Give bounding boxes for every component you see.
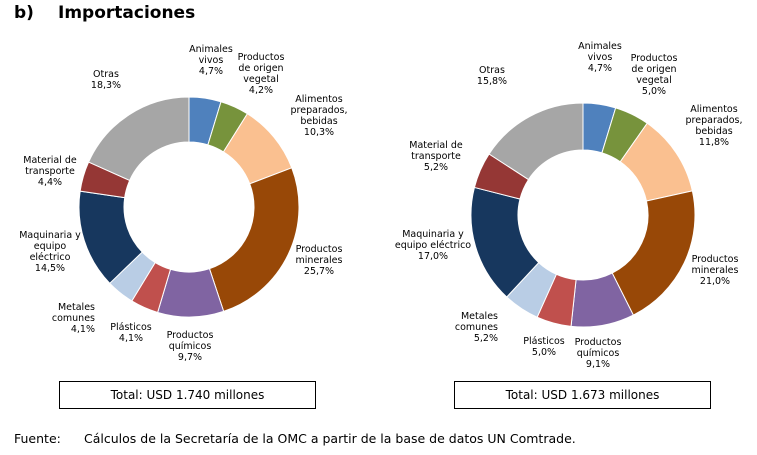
- label-line: Productos: [296, 244, 343, 255]
- label-line: vivos: [199, 55, 224, 66]
- label-productos-quimicos: Productos químicos 9,7%: [167, 330, 214, 363]
- label-otras: Otras 18,3%: [91, 69, 121, 91]
- label-animales-vivos: Animales vivos 4,7%: [578, 41, 622, 74]
- label-line: Productos: [692, 254, 739, 265]
- label-value: 4,1%: [119, 333, 143, 344]
- label-line: Productos: [575, 337, 622, 348]
- label-line: Animales: [189, 44, 233, 55]
- label-line: Alimentos: [295, 94, 342, 105]
- label-line: Productos: [167, 330, 214, 341]
- label-line: bebidas: [300, 116, 337, 127]
- label-value: 5,0%: [642, 86, 666, 97]
- label-line: Animales: [578, 41, 622, 52]
- label-line: Plásticos: [110, 322, 152, 333]
- label-alimentos-bebidas: Alimentos preparados, bebidas 10,3%: [291, 94, 348, 138]
- label-line: minerales: [296, 255, 343, 266]
- section-title: Importaciones: [58, 3, 196, 23]
- label-value: 4,7%: [199, 66, 223, 77]
- label-value: 10,3%: [304, 127, 334, 138]
- label-line: Material de: [409, 140, 463, 151]
- label-line: equipo eléctrico: [395, 240, 471, 251]
- label-line: Productos: [631, 53, 678, 64]
- label-line: transporte: [25, 166, 75, 177]
- label-line: Maquinaria y: [402, 229, 464, 240]
- label-alimentos-bebidas: Alimentos preparados, bebidas 11,8%: [686, 104, 743, 148]
- label-line: Plásticos: [523, 336, 565, 347]
- label-metales-comunes: Metales comunes 4,1%: [52, 302, 95, 335]
- label-material-transporte: Material de transporte 5,2%: [409, 140, 463, 173]
- label-line: bebidas: [695, 126, 732, 137]
- label-value: 18,3%: [91, 80, 121, 91]
- label-productos-vegetal: Productos de origen vegetal 4,2%: [238, 52, 285, 96]
- label-line: transporte: [411, 151, 461, 162]
- label-value: 4,4%: [38, 177, 62, 188]
- section-letter: b): [14, 3, 34, 23]
- label-value: 14,5%: [35, 263, 65, 274]
- label-value: 5,0%: [532, 347, 556, 358]
- label-line: Productos: [238, 52, 285, 63]
- label-line: Material de: [23, 155, 77, 166]
- source-label: Fuente:: [14, 431, 61, 446]
- label-line: químicos: [169, 341, 212, 352]
- label-animales-vivos: Animales vivos 4,7%: [189, 44, 233, 77]
- label-line: minerales: [692, 265, 739, 276]
- label-productos-minerales: Productos minerales 25,7%: [296, 244, 343, 277]
- label-value: 4,2%: [249, 85, 273, 96]
- label-line: comunes: [455, 322, 498, 333]
- label-line: equipo: [34, 241, 67, 252]
- slice-otras: [488, 102, 584, 181]
- label-line: de origen: [238, 63, 283, 74]
- label-maquinaria-equipo: Maquinaria y equipo eléctrico 14,5%: [19, 230, 81, 274]
- label-plasticos: Plásticos 5,0%: [523, 336, 565, 358]
- slice-otras: [87, 96, 190, 182]
- label-value: 9,7%: [178, 352, 202, 363]
- label-line: vegetal: [243, 74, 279, 85]
- label-value: 11,8%: [699, 137, 729, 148]
- label-line: químicos: [577, 348, 620, 359]
- label-line: Otras: [93, 69, 119, 80]
- source-note: Fuente: Cálculos de la Secretaría de la O…: [14, 431, 576, 446]
- label-line: Alimentos: [690, 104, 737, 115]
- slice-productos-minerales: [611, 190, 696, 316]
- label-value: 5,2%: [424, 162, 448, 173]
- label-value: 5,2%: [474, 333, 498, 344]
- label-value: 4,1%: [71, 324, 95, 335]
- label-line: vegetal: [636, 75, 672, 86]
- label-maquinaria-equipo: Maquinaria y equipo eléctrico 17,0%: [395, 229, 471, 262]
- slice-productos-minerales: [208, 167, 300, 313]
- label-otras: Otras 15,8%: [477, 65, 507, 87]
- label-productos-quimicos: Productos químicos 9,1%: [575, 337, 622, 370]
- label-line: Metales: [58, 302, 95, 313]
- label-line: vivos: [588, 52, 613, 63]
- label-value: 25,7%: [304, 266, 334, 277]
- label-line: Maquinaria y: [19, 230, 81, 241]
- label-value: 4,7%: [588, 63, 612, 74]
- label-line: preparados,: [291, 105, 348, 116]
- label-line: Otras: [479, 65, 505, 76]
- donut-chart-left: Animales vivos 4,7%Productos de origen veget…: [19, 44, 348, 363]
- label-line: preparados,: [686, 115, 743, 126]
- label-line: Metales: [461, 311, 498, 322]
- label-line: eléctrico: [30, 252, 71, 263]
- label-line: comunes: [52, 313, 95, 324]
- source-text: Cálculos de la Secretaría de la OMC a pa…: [84, 431, 576, 446]
- label-material-transporte: Material de transporte 4,4%: [23, 155, 77, 188]
- label-line: de origen: [631, 64, 676, 75]
- label-productos-minerales: Productos minerales 21,0%: [692, 254, 739, 287]
- label-value: 17,0%: [418, 251, 448, 262]
- label-value: 15,8%: [477, 76, 507, 87]
- donut-chart-right: Animales vivos 4,7%Productos de origen veget…: [395, 41, 743, 370]
- label-value: 21,0%: [700, 276, 730, 287]
- section-heading: b) Importaciones: [14, 3, 195, 23]
- label-productos-vegetal: Productos de origen vegetal 5,0%: [631, 53, 678, 97]
- label-metales-comunes: Metales comunes 5,2%: [455, 311, 498, 344]
- label-value: 9,1%: [586, 359, 610, 370]
- total-box-right: Total: USD 1.673 millones: [454, 381, 711, 409]
- total-box-left: Total: USD 1.740 millones: [59, 381, 316, 409]
- label-plasticos: Plásticos 4,1%: [110, 322, 152, 344]
